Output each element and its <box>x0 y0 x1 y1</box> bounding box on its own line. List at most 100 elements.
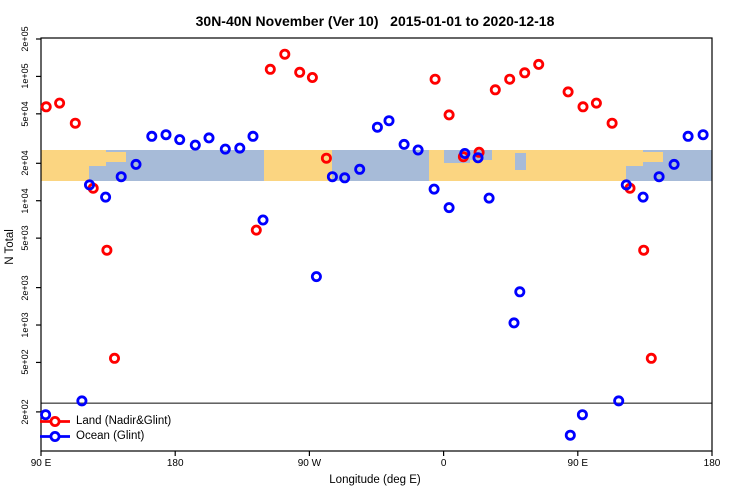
data-point-land <box>645 352 657 364</box>
band-segment-ocean <box>668 150 712 181</box>
x-tick-label: 180 <box>703 458 721 469</box>
data-point-ocean <box>682 130 694 142</box>
data-point-ocean <box>564 429 576 441</box>
data-point-land <box>443 109 455 121</box>
legend-marker-land <box>40 415 70 427</box>
y-tick-label: 2e+04 <box>20 150 30 176</box>
data-point-ocean <box>653 171 665 183</box>
data-point-ocean <box>514 286 526 298</box>
data-point-ocean <box>443 202 455 214</box>
data-point-land <box>69 117 81 129</box>
data-point-ocean <box>219 143 231 155</box>
data-point-land <box>533 58 545 70</box>
series-land <box>40 48 657 364</box>
data-point-ocean <box>339 172 351 184</box>
band-segment-ocean <box>131 150 264 181</box>
data-point-ocean <box>613 395 625 407</box>
data-point-ocean <box>130 158 142 170</box>
y-tick-label: 2e+05 <box>20 26 30 52</box>
y-tick-label: 2e+03 <box>20 274 30 301</box>
band-patch-land <box>626 150 643 166</box>
data-point-ocean <box>310 271 322 283</box>
data-point-ocean <box>428 183 440 195</box>
data-point-land <box>250 224 262 236</box>
data-point-land <box>40 101 52 113</box>
data-point-ocean <box>412 144 424 156</box>
data-point-ocean <box>40 409 52 421</box>
data-point-ocean <box>257 214 269 226</box>
legend-circle <box>49 430 61 442</box>
data-point-ocean <box>174 134 186 146</box>
data-point-ocean <box>100 191 112 203</box>
y-tick-label: 5e+02 <box>20 349 30 376</box>
band-segment-land <box>41 150 89 181</box>
x-tick-label: 180 <box>166 458 184 469</box>
legend-marker-ocean <box>40 430 70 442</box>
data-point-land <box>562 86 574 98</box>
data-point-land <box>294 66 306 78</box>
data-point-ocean <box>146 130 158 142</box>
data-point-ocean <box>84 179 96 191</box>
data-point-ocean <box>483 192 495 204</box>
data-point-ocean <box>459 147 471 159</box>
data-point-ocean <box>189 139 201 151</box>
data-point-land <box>489 84 501 96</box>
legend-circle <box>49 415 61 427</box>
series-ocean <box>40 115 709 441</box>
data-point-ocean <box>576 409 588 421</box>
data-point-ocean <box>472 152 484 164</box>
data-point-land <box>306 72 318 84</box>
latitude-band-map <box>41 150 712 181</box>
data-point-land <box>504 73 516 85</box>
band-patch-land <box>89 150 106 166</box>
data-point-land <box>101 244 113 256</box>
band-patch-land <box>641 152 663 162</box>
y-tick-label: 1e+05 <box>20 63 30 90</box>
data-point-land <box>519 67 531 79</box>
data-point-ocean <box>326 171 338 183</box>
data-point-land <box>638 244 650 256</box>
data-point-ocean <box>203 132 215 144</box>
legend-label-land: Land (Nadir&Glint) <box>76 414 172 427</box>
band-patch-land <box>104 152 126 162</box>
data-point-land <box>590 97 602 109</box>
y-tick-label: 2e+02 <box>20 399 30 425</box>
data-point-land <box>606 117 618 129</box>
plot-border <box>40 37 713 452</box>
y-tick-label: 1e+03 <box>20 312 30 338</box>
data-point-ocean <box>383 115 395 127</box>
data-point-ocean <box>160 129 172 141</box>
x-tick-label: 90 E <box>30 458 52 469</box>
data-point-ocean <box>620 179 632 191</box>
y-tick-label: 5e+03 <box>20 225 30 251</box>
data-point-ocean <box>637 191 649 203</box>
data-point-land <box>109 352 121 364</box>
band-segment-land <box>264 150 332 181</box>
data-point-land <box>473 146 485 158</box>
data-point-land <box>264 63 276 75</box>
data-point-ocean <box>76 395 88 407</box>
data-point-ocean <box>234 142 246 154</box>
data-point-land <box>279 48 291 60</box>
data-point-land <box>577 101 589 113</box>
data-point-ocean <box>354 163 366 175</box>
y-tick-label: 5e+04 <box>20 101 30 127</box>
data-point-land <box>320 152 332 164</box>
data-point-ocean <box>668 158 680 170</box>
x-axis-title: Longitude (deg E) <box>329 474 421 486</box>
data-point-ocean <box>697 129 709 141</box>
x-tick-label: 90 W <box>297 458 322 469</box>
chart-title: 30N-40N November (Ver 10) 2015-01-01 to … <box>195 13 555 29</box>
data-point-ocean <box>247 130 259 142</box>
data-point-ocean <box>508 317 520 329</box>
data-point-ocean <box>398 138 410 150</box>
x-tick-label: 90 E <box>567 458 589 469</box>
y-tick-label: 1e+04 <box>20 188 30 214</box>
data-point-ocean <box>115 171 127 183</box>
data-point-land <box>54 97 66 109</box>
y-axis-title: N Total <box>4 229 16 265</box>
x-tick-label: 0 <box>440 458 447 469</box>
data-point-land <box>429 73 441 85</box>
